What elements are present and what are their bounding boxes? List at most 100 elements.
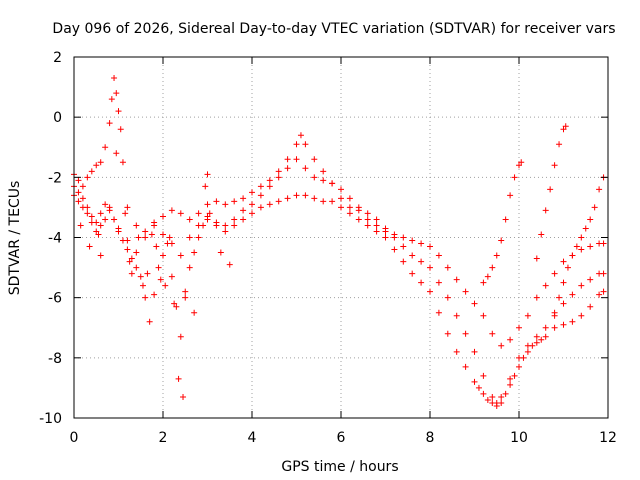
data-point <box>329 180 336 187</box>
data-point <box>113 150 120 157</box>
data-point <box>533 255 540 262</box>
x-tick-label: 12 <box>599 430 617 446</box>
data-point <box>364 210 371 217</box>
data-point <box>587 243 594 250</box>
data-point <box>142 294 149 301</box>
data-point <box>168 240 175 247</box>
data-point <box>338 195 344 202</box>
data-point <box>133 264 140 271</box>
data-point <box>373 228 380 235</box>
data-point <box>346 195 353 202</box>
data-point <box>542 282 549 289</box>
data-point <box>77 222 84 229</box>
y-tick-label: -2 <box>48 170 62 186</box>
data-point <box>180 393 187 400</box>
data-point <box>128 270 135 277</box>
x-tick-label: 0 <box>70 430 79 446</box>
data-point <box>538 231 545 238</box>
data-point <box>453 348 460 355</box>
data-point <box>195 234 202 241</box>
y-tick-label: -6 <box>48 291 62 307</box>
data-point <box>311 195 318 202</box>
data-point <box>560 321 567 328</box>
data-point <box>213 198 220 205</box>
data-point <box>480 312 487 319</box>
data-point <box>182 294 189 301</box>
data-point <box>444 264 451 271</box>
data-point <box>400 258 407 265</box>
data-point <box>226 261 233 268</box>
data-point <box>560 300 567 307</box>
data-point <box>160 213 166 220</box>
data-point <box>507 192 514 199</box>
data-point <box>275 168 282 175</box>
data-point <box>562 123 569 130</box>
data-point <box>126 258 133 265</box>
data-point <box>489 330 496 337</box>
data-point <box>409 237 416 244</box>
y-tick-label: -10 <box>39 411 62 427</box>
data-point <box>516 324 522 331</box>
data-point <box>453 276 460 283</box>
data-point <box>257 204 264 211</box>
data-point <box>75 198 82 205</box>
chart-title: Day 096 of 2026, Sidereal Day-to-day VTE… <box>52 21 615 37</box>
data-point <box>507 381 514 388</box>
data-point <box>115 108 122 115</box>
data-point <box>113 90 120 97</box>
data-point <box>596 291 603 298</box>
data-point <box>471 378 478 385</box>
data-point <box>162 282 169 289</box>
data-point <box>556 294 563 301</box>
data-point <box>153 243 160 250</box>
data-point <box>338 204 344 211</box>
data-point <box>409 252 416 259</box>
data-point <box>84 204 91 211</box>
data-point <box>547 186 554 193</box>
x-axis-label: GPS time / hours <box>281 459 398 475</box>
data-point <box>427 243 433 250</box>
data-point <box>302 141 309 148</box>
data-point <box>186 216 193 223</box>
data-point <box>573 243 580 250</box>
data-point <box>507 336 514 343</box>
data-point <box>240 216 247 223</box>
data-point <box>418 240 425 247</box>
data-point <box>106 120 113 127</box>
data-point <box>502 390 509 397</box>
data-point <box>249 189 255 196</box>
data-point <box>93 219 100 226</box>
data-point <box>168 273 175 280</box>
data-point <box>400 234 407 241</box>
data-point <box>462 363 469 370</box>
data-point <box>471 348 478 355</box>
data-point <box>204 171 211 178</box>
data-point <box>587 216 594 223</box>
data-point <box>93 162 100 169</box>
data-point <box>102 144 109 151</box>
data-point <box>578 312 585 319</box>
data-point <box>311 174 318 181</box>
data-point <box>204 201 211 208</box>
data-point <box>275 174 282 181</box>
data-point <box>119 159 126 166</box>
series <box>71 75 607 349</box>
data-point <box>355 207 362 214</box>
data-point <box>266 201 273 208</box>
data-point <box>596 186 603 193</box>
data-point <box>84 210 91 217</box>
data-point <box>484 273 491 280</box>
data-point <box>524 348 531 355</box>
series <box>71 192 607 409</box>
x-tick-label: 10 <box>510 430 528 446</box>
data-point <box>551 162 558 169</box>
data-point <box>97 222 104 229</box>
data-point <box>111 75 118 82</box>
data-point <box>346 210 353 217</box>
data-point <box>284 195 291 202</box>
data-point <box>320 168 327 175</box>
data-point <box>533 333 540 340</box>
data-point <box>191 249 198 256</box>
data-point <box>171 300 178 307</box>
